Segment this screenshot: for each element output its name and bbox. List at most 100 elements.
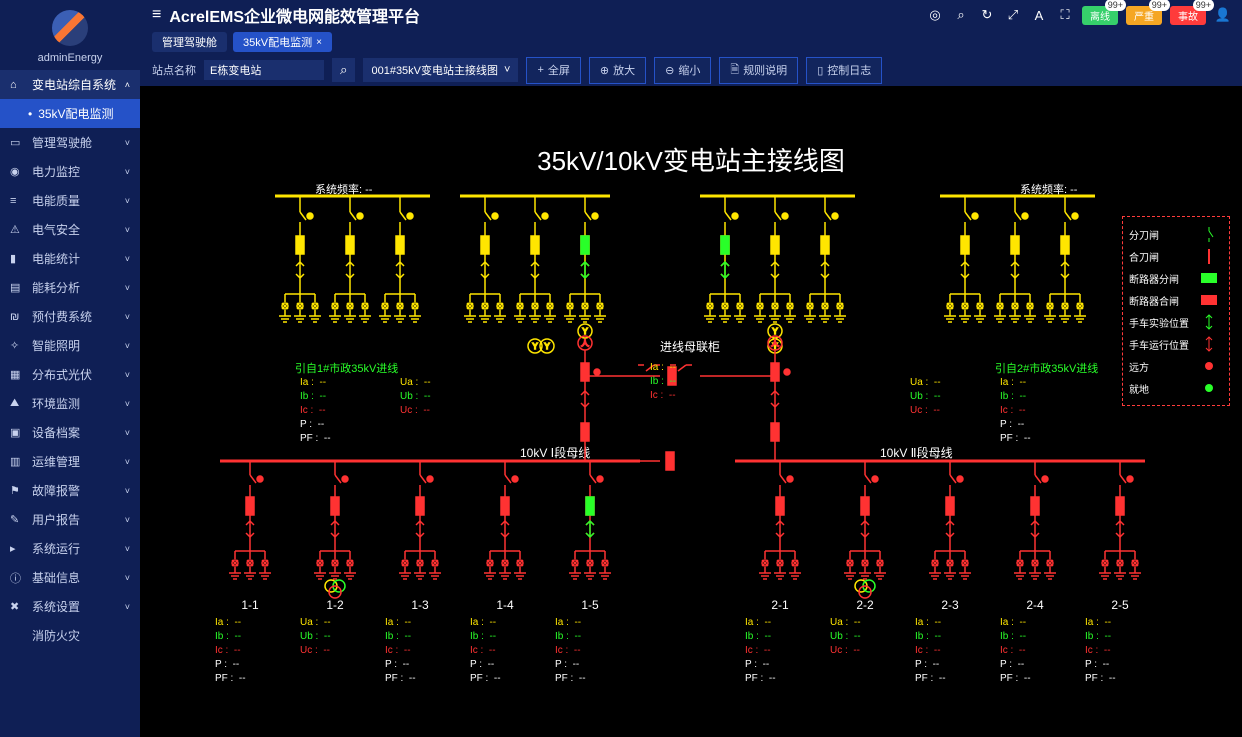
chevron-icon: ˅ [125,486,130,496]
header-icon-4[interactable]: A [1030,6,1048,24]
sidebar-item-14[interactable]: ✎用户报告˅ [0,505,140,534]
sidebar-item-13[interactable]: ⚑故障报警˅ [0,476,140,505]
menu-icon: ✖ [10,600,26,613]
feeder-1-5: 1-5Ia : --Ib : --Ic : --P : --PF : -- [555,598,625,686]
chevron-icon: ˅ [125,254,130,264]
hamburger-icon[interactable]: ≡ [152,6,161,24]
tabs-bar: 管理驾驶舱 35kV配电监测× [140,30,1242,54]
menu-icon: ✧ [10,339,26,352]
toolbar-btn-2[interactable]: ⊖缩小 [654,57,711,84]
alert-badge-1[interactable]: 严重99+ [1126,6,1162,25]
header-icon-0[interactable]: ◎ [926,6,944,24]
legend-row-0: 分刀闸 [1129,223,1223,245]
close-icon[interactable]: × [316,37,322,48]
feeder-1-4: 1-4Ia : --Ib : --Ic : --P : --PF : -- [470,598,540,686]
menu-icon: ▮ [10,252,26,265]
site-label: 站点名称 [152,62,196,78]
menu-icon: ▣ [10,426,26,439]
sidebar-item-8[interactable]: ✧智能照明˅ [0,331,140,360]
feeder-2-2: 2-2Ua : --Ub : --Uc : -- [830,598,900,658]
meas-src2-u: Ua : -- Ub : -- Uc : -- [910,376,941,418]
sidebar-item-11[interactable]: ▣设备档案˅ [0,418,140,447]
svg-text:人: 人 [771,339,779,348]
sidebar-item-2[interactable]: ◉电力监控˅ [0,157,140,186]
feeder-2-1: 2-1Ia : --Ib : --Ic : --P : --PF : -- [745,598,815,686]
sidebar-item-1[interactable]: ▭管理驾驶舱˅ [0,128,140,157]
meas-src1-u: Ua : -- Ub : -- Uc : -- [400,376,431,418]
tab-1[interactable]: 35kV配电监测× [233,32,332,52]
header-icon-2[interactable]: ↻ [978,6,996,24]
user-icon[interactable]: 👤 [1214,6,1232,24]
svg-text:人: 人 [581,339,589,348]
toolbar-btn-1[interactable]: ⊕放大 [589,57,646,84]
sidebar-item-5[interactable]: ▮电能统计˅ [0,244,140,273]
sidebar-item-6[interactable]: ▤能耗分析˅ [0,273,140,302]
legend-row-6: 远方 [1129,355,1223,377]
sidebar-item-3[interactable]: ≡电能质量˅ [0,186,140,215]
sidebar-item-16[interactable]: ⓘ基础信息˅ [0,563,140,592]
sidebar-item-10[interactable]: ⛰环境监测˅ [0,389,140,418]
tab-0[interactable]: 管理驾驶舱 [152,32,227,52]
menu-icon: ▭ [10,136,26,149]
legend-symbol [1195,272,1223,284]
sidebar: adminEnergy ⌂变电站综自系统˄•35kV配电监测▭管理驾驶舱˅◉电力… [0,0,140,737]
menu-icon: ◉ [10,165,26,178]
alert-badge-2[interactable]: 事故99+ [1170,6,1206,25]
site-search-input[interactable] [204,60,324,80]
line-select-label: 001#35kV变电站主接线图 [371,62,498,78]
header-right: ◎ ⌕ ↻ ⤢ A ⛶ 离线99+ 严重99+ 事故99+ 👤 [926,0,1232,30]
sidebar-item-12[interactable]: ▥运维管理˅ [0,447,140,476]
feeder-2-3: 2-3Ia : --Ib : --Ic : --P : --PF : -- [915,598,985,686]
chevron-icon: ˅ [125,515,130,525]
sidebar-item-4[interactable]: ⚠电气安全˅ [0,215,140,244]
chevron-icon: ˅ [125,167,130,177]
alert-badge-0[interactable]: 离线99+ [1082,6,1118,25]
menu-icon: ₪ [10,311,26,323]
toolbar-btn-3[interactable]: 🗎规则说明 [719,57,798,84]
sidebar-sub-active[interactable]: •35kV配电监测 [0,99,140,128]
legend-symbol [1195,382,1223,394]
header-icon-3[interactable]: ⤢ [1004,6,1022,24]
chevron-icon: ˅ [125,283,130,293]
chevron-icon: ˄ [125,80,130,90]
legend-symbol [1195,247,1223,265]
menu-icon: ▤ [10,281,26,294]
sidebar-item-15[interactable]: ▸系统运行˅ [0,534,140,563]
toolbar-btn-4[interactable]: ▯控制日志 [806,57,882,84]
chevron-icon: ˅ [125,457,130,467]
chevron-icon: ˅ [125,341,130,351]
menu-icon: ✎ [10,513,26,526]
chevron-down-icon: ˅ [504,64,510,76]
menu-icon: ⚠ [10,223,26,236]
chevron-icon: ˅ [125,428,130,438]
toolbar-btn-0[interactable]: +全屏 [526,57,580,84]
menu-icon: ⓘ [10,570,26,586]
feeder-2-4: 2-4Ia : --Ib : --Ic : --P : --PF : -- [1000,598,1070,686]
meas-tie: Ia : -- Ib : -- Ic : -- [650,361,676,403]
line-select[interactable]: 001#35kV变电站主接线图 ˅ [363,58,518,82]
sidebar-item-7[interactable]: ₪预付费系统˅ [0,302,140,331]
sidebar-item-18[interactable]: 消防火灾 [0,621,140,650]
legend-symbol [1195,294,1223,306]
legend-row-4: 手车实验位置 [1129,311,1223,333]
sidebar-item-0[interactable]: ⌂变电站综自系统˄ [0,70,140,99]
sidebar-item-17[interactable]: ✖系统设置˅ [0,592,140,621]
menu-icon: ≡ [10,195,26,207]
profile: adminEnergy [0,0,140,70]
legend-row-1: 合刀闸 [1129,245,1223,267]
header-icon-1[interactable]: ⌕ [952,6,970,24]
menu-icon: ⛰ [10,397,26,410]
chevron-icon: ˅ [125,573,130,583]
header-icon-5[interactable]: ⛶ [1056,6,1074,24]
app-title: AcrelEMS企业微电网能效管理平台 [169,3,420,27]
chevron-icon: ˅ [125,138,130,148]
diagram-canvas: 35kV/10kV变电站主接线图 系统频率: -- 系统频率: -- 进线母联柜… [140,86,1242,737]
header: ≡ AcrelEMS企业微电网能效管理平台 ◎ ⌕ ↻ ⤢ A ⛶ 离线99+ 严重99+ 事故… [140,0,1242,30]
search-button[interactable]: ⌕ [332,58,355,82]
sidebar-item-9[interactable]: ▦分布式光伏˅ [0,360,140,389]
username: adminEnergy [0,52,140,64]
legend-symbol [1195,225,1223,243]
chevron-icon: ˅ [125,399,130,409]
avatar[interactable] [52,10,88,46]
legend-row-5: 手车运行位置 [1129,333,1223,355]
